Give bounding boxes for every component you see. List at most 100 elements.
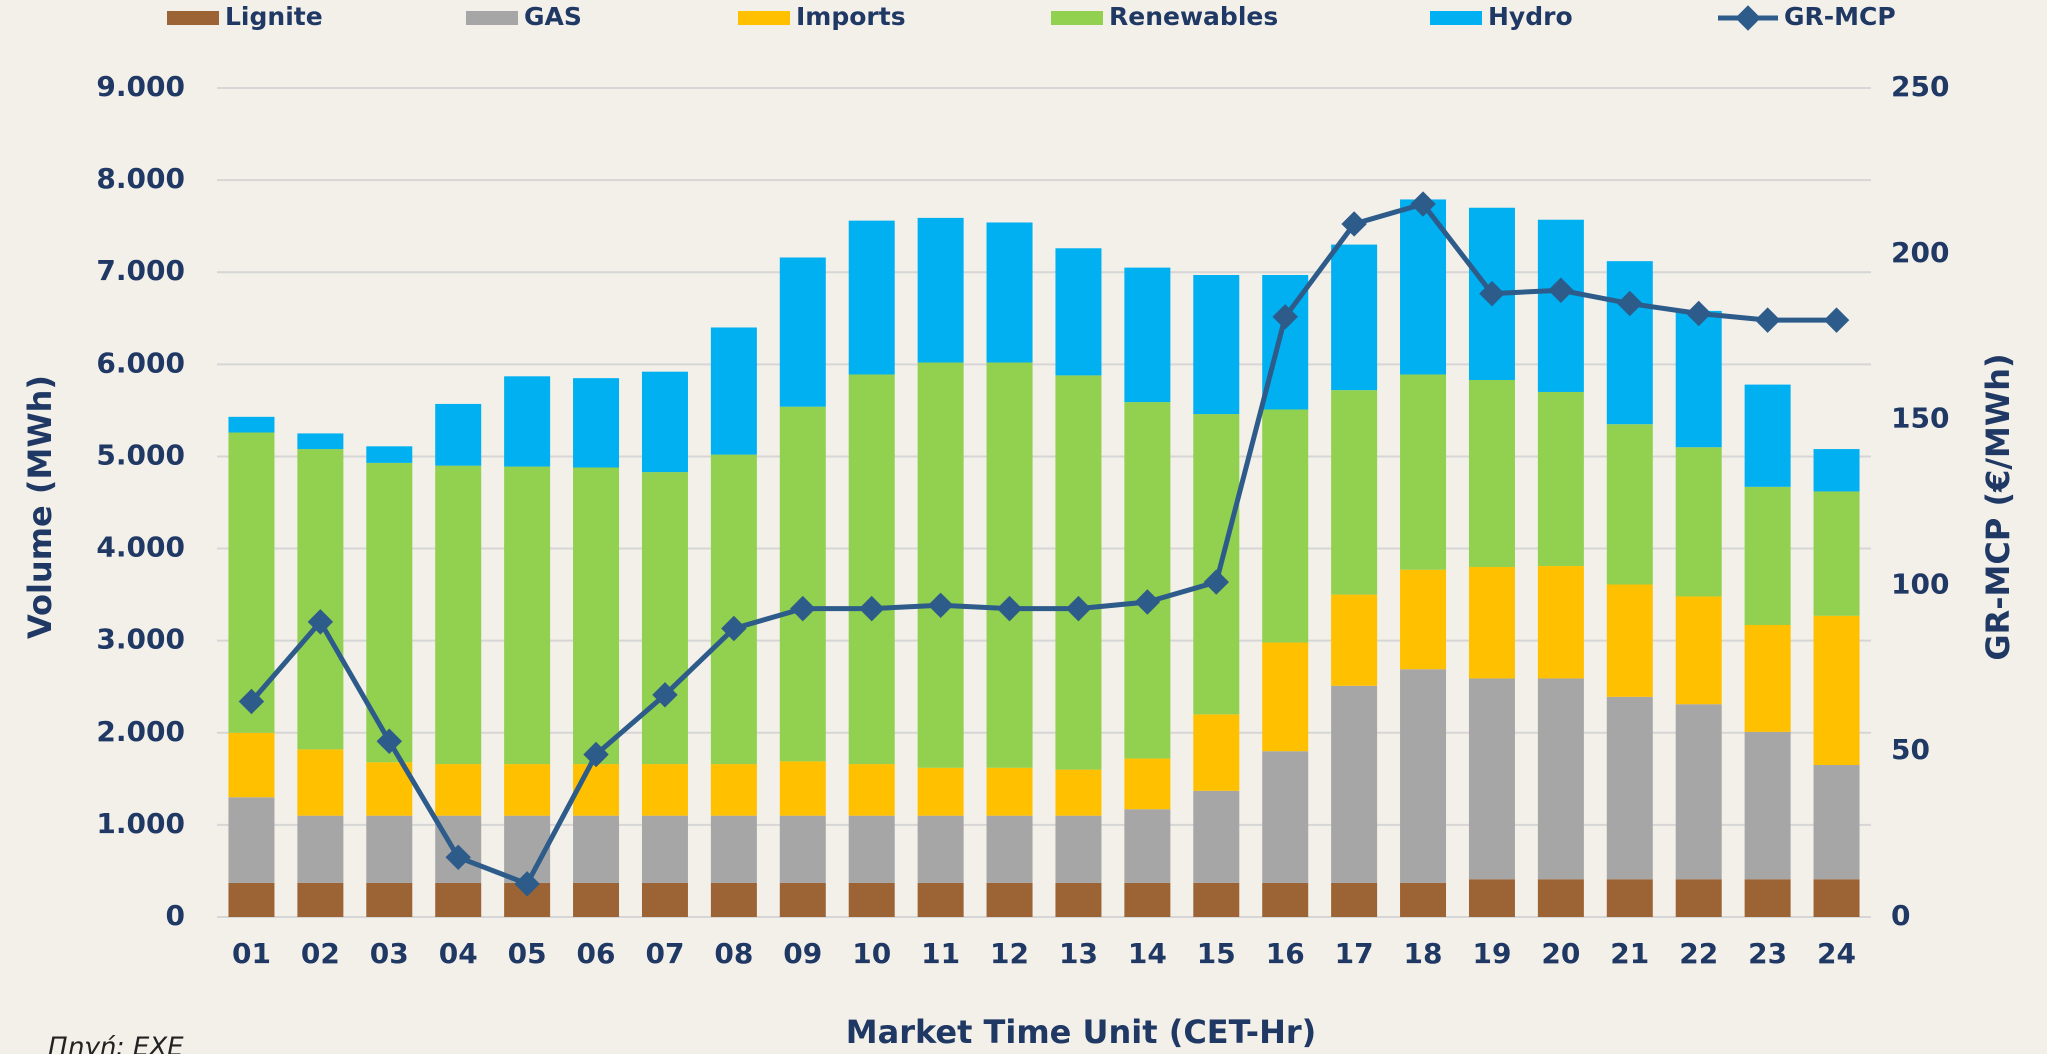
x-tick-label: 22 xyxy=(1679,937,1718,970)
bar-segment xyxy=(1537,219,1584,392)
bar-segment xyxy=(1262,642,1309,752)
bar-segment xyxy=(1055,815,1102,883)
bar-segment xyxy=(1331,390,1378,595)
line-marker xyxy=(307,609,334,635)
line-marker xyxy=(376,728,403,754)
legend-label: Renewables xyxy=(1109,2,1278,31)
y2-tick-label: 250 xyxy=(1891,70,1949,103)
x-tick-label: 04 xyxy=(439,937,478,970)
bar-segment xyxy=(1193,790,1240,883)
bar-segment xyxy=(1262,751,1309,883)
bar-segment xyxy=(641,882,688,917)
bar-segment xyxy=(504,466,551,765)
bar-segment xyxy=(710,454,757,765)
bar-segment xyxy=(297,433,344,450)
bar-segment xyxy=(917,217,964,363)
bar-segment xyxy=(1537,678,1584,880)
bar-segment xyxy=(297,882,344,917)
bar-segment xyxy=(297,815,344,883)
y-tick-label: 3.000 xyxy=(96,623,185,656)
bar-segment xyxy=(1813,491,1860,616)
bar-segment xyxy=(1124,267,1171,403)
x-tick-label: 19 xyxy=(1472,937,1511,970)
line-marker xyxy=(790,595,816,622)
x-tick-label: 09 xyxy=(783,937,822,970)
bar-segment xyxy=(1055,769,1102,816)
y-tick-label: 2.000 xyxy=(96,715,185,748)
bar-segment xyxy=(1331,882,1378,917)
bar-segment xyxy=(710,327,757,455)
line-marker xyxy=(858,595,885,622)
bar-segment xyxy=(1468,678,1515,880)
line-marker xyxy=(583,741,609,768)
bar-segment xyxy=(1055,375,1102,770)
legend-label: Imports xyxy=(796,2,906,31)
bar-segment xyxy=(1813,879,1860,917)
bar-segment xyxy=(779,406,826,762)
bar-segment xyxy=(297,449,344,750)
y2-tick-label: 0 xyxy=(1891,899,1910,932)
bar-segment xyxy=(1193,882,1240,917)
bar-segment xyxy=(573,815,620,883)
bar-segment xyxy=(1400,199,1447,375)
bar-segment xyxy=(1675,704,1722,880)
x-tick-label: 11 xyxy=(921,937,960,970)
bar-segment xyxy=(1537,879,1584,917)
y-tick-label: 4.000 xyxy=(96,531,185,564)
bar-segment xyxy=(1675,310,1722,448)
bar-segment xyxy=(1331,685,1378,883)
bar-segment xyxy=(641,472,688,765)
bar-segment xyxy=(504,764,551,816)
y-tick-label: 7.000 xyxy=(96,254,185,287)
y2-tick-label: 100 xyxy=(1891,567,1949,600)
bar-segment xyxy=(1124,809,1171,883)
bar-segment xyxy=(1468,879,1515,917)
x-tick-label: 15 xyxy=(1197,937,1236,970)
bar-segment xyxy=(848,815,895,883)
x-tick-label: 23 xyxy=(1748,937,1787,970)
bar-segment xyxy=(435,403,482,466)
bar-segment xyxy=(1055,882,1102,917)
bar-segment xyxy=(1262,409,1309,643)
bar-segment xyxy=(917,815,964,883)
bar-segment xyxy=(986,362,1033,768)
bar-segment xyxy=(1193,714,1240,791)
y-tick-label: 6.000 xyxy=(96,346,185,379)
bar-segment xyxy=(297,749,344,816)
bar-segment xyxy=(435,882,482,917)
bar-segment xyxy=(228,882,275,917)
bar-segment xyxy=(366,446,413,463)
bar-segment xyxy=(1400,374,1447,570)
bar-segment xyxy=(1400,669,1447,883)
y-tick-label: 1.000 xyxy=(96,807,185,840)
source-note: Πηγή: ΕΧΕ xyxy=(48,1033,184,1054)
line-marker xyxy=(514,871,540,897)
bar-segment xyxy=(986,222,1033,363)
x-tick-label: 20 xyxy=(1541,937,1580,970)
bar-segment xyxy=(1675,879,1722,917)
bar-segment xyxy=(1262,882,1309,917)
bar-segment xyxy=(1537,566,1584,679)
bar-segment xyxy=(986,767,1033,816)
bar-segment xyxy=(1675,447,1722,597)
bar-segment xyxy=(710,815,757,883)
x-tick-label: 18 xyxy=(1404,937,1443,970)
bar-segment xyxy=(917,882,964,917)
x-tick-label: 12 xyxy=(990,937,1029,970)
y2-tick-label: 50 xyxy=(1891,733,1930,766)
bar-segment xyxy=(1813,449,1860,492)
x-tick-label: 13 xyxy=(1059,937,1098,970)
bar-segment xyxy=(1744,625,1791,732)
x-tick-label: 08 xyxy=(714,937,753,970)
x-tick-label: 06 xyxy=(577,937,616,970)
bar-segment xyxy=(366,815,413,883)
y-tick-label: 8.000 xyxy=(96,162,185,195)
line-marker xyxy=(927,592,954,619)
bar-segment xyxy=(1193,274,1240,415)
bar-segment xyxy=(1400,882,1447,917)
y-tick-label: 9.000 xyxy=(96,70,185,103)
x-tick-label: 02 xyxy=(301,937,340,970)
y-tick-label: 5.000 xyxy=(96,438,185,471)
bar-segment xyxy=(1468,379,1515,567)
x-tick-label: 07 xyxy=(645,937,684,970)
